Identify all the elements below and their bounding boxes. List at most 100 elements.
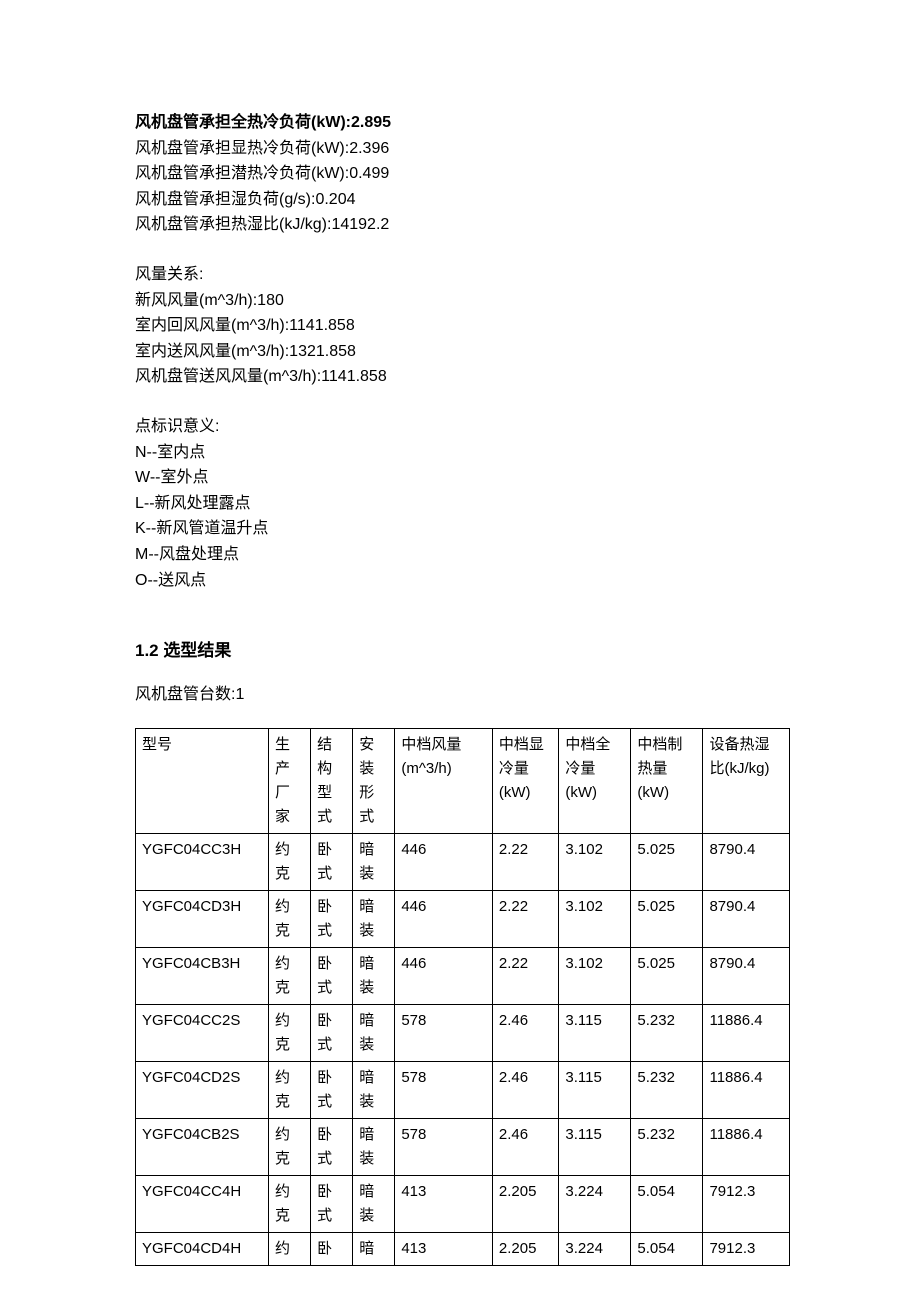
table-cell: 3.102 bbox=[559, 833, 631, 890]
table-cell: 约克 bbox=[269, 1175, 311, 1232]
table-cell: 446 bbox=[395, 890, 493, 947]
table-cell: YGFC04CB3H bbox=[136, 947, 269, 1004]
table-cell: 2.22 bbox=[492, 833, 559, 890]
table-cell: 3.115 bbox=[559, 1004, 631, 1061]
point-w: W--室外点 bbox=[135, 465, 790, 491]
table-cell: 卧式 bbox=[311, 890, 353, 947]
table-cell: 卧式 bbox=[311, 947, 353, 1004]
table-cell: 3.102 bbox=[559, 947, 631, 1004]
supply-air-volume: 室内送风风量(m^3/h):1321.858 bbox=[135, 339, 790, 365]
table-row: YGFC04CD4H约卧暗4132.2053.2245.0547912.3 bbox=[136, 1232, 790, 1265]
table-cell: 3.224 bbox=[559, 1175, 631, 1232]
table-cell: 暗装 bbox=[353, 833, 395, 890]
point-l: L--新风处理露点 bbox=[135, 491, 790, 517]
table-cell: 2.46 bbox=[492, 1118, 559, 1175]
col-install: 安装形式 bbox=[353, 728, 395, 833]
table-cell: YGFC04CC2S bbox=[136, 1004, 269, 1061]
table-cell: 约克 bbox=[269, 833, 311, 890]
table-cell: 2.46 bbox=[492, 1061, 559, 1118]
coil-count: 风机盘管台数:1 bbox=[135, 682, 790, 708]
point-o: O--送风点 bbox=[135, 568, 790, 594]
table-cell: 卧式 bbox=[311, 1118, 353, 1175]
col-heating: 中档制热量(kW) bbox=[631, 728, 703, 833]
table-cell: 约克 bbox=[269, 1118, 311, 1175]
table-cell: 5.025 bbox=[631, 833, 703, 890]
sensible-heat-load: 风机盘管承担显热冷负荷(kW):2.396 bbox=[135, 136, 790, 162]
table-cell: 卧式 bbox=[311, 1004, 353, 1061]
table-cell: 446 bbox=[395, 833, 493, 890]
table-cell: 5.025 bbox=[631, 890, 703, 947]
selection-section: 1.2 选型结果 风机盘管台数:1 bbox=[135, 637, 790, 708]
table-cell: 7912.3 bbox=[703, 1175, 790, 1232]
table-header-row: 型号 生产厂家 结构型式 安装形式 中档风量(m^3/h) 中档显冷量(kW) … bbox=[136, 728, 790, 833]
point-k: K--新风管道温升点 bbox=[135, 516, 790, 542]
table-cell: 3.224 bbox=[559, 1232, 631, 1265]
table-cell: 约克 bbox=[269, 1004, 311, 1061]
points-title: 点标识意义: bbox=[135, 414, 790, 440]
table-cell: 暗装 bbox=[353, 1118, 395, 1175]
full-heat-load: 风机盘管承担全热冷负荷(kW):2.895 bbox=[135, 110, 790, 136]
points-legend: 点标识意义: N--室内点 W--室外点 L--新风处理露点 K--新风管道温升… bbox=[135, 414, 790, 593]
table-cell: 暗 bbox=[353, 1232, 395, 1265]
table-cell: 暗装 bbox=[353, 1061, 395, 1118]
table-cell: 5.232 bbox=[631, 1118, 703, 1175]
table-cell: YGFC04CD4H bbox=[136, 1232, 269, 1265]
table-cell: 约 bbox=[269, 1232, 311, 1265]
col-sensible: 中档显冷量(kW) bbox=[492, 728, 559, 833]
table-cell: 11886.4 bbox=[703, 1061, 790, 1118]
table-cell: 8790.4 bbox=[703, 890, 790, 947]
col-airflow: 中档风量(m^3/h) bbox=[395, 728, 493, 833]
section-heading: 1.2 选型结果 bbox=[135, 637, 790, 664]
table-row: YGFC04CB3H约克卧式暗装4462.223.1025.0258790.4 bbox=[136, 947, 790, 1004]
table-cell: 578 bbox=[395, 1118, 493, 1175]
table-cell: 3.115 bbox=[559, 1118, 631, 1175]
table-cell: 446 bbox=[395, 947, 493, 1004]
table-cell: 约克 bbox=[269, 890, 311, 947]
table-row: YGFC04CD3H约克卧式暗装4462.223.1025.0258790.4 bbox=[136, 890, 790, 947]
selection-table: 型号 生产厂家 结构型式 安装形式 中档风量(m^3/h) 中档显冷量(kW) … bbox=[135, 728, 790, 1266]
table-cell: 2.22 bbox=[492, 890, 559, 947]
table-cell: 暗装 bbox=[353, 890, 395, 947]
table-cell: 11886.4 bbox=[703, 1118, 790, 1175]
table-cell: 413 bbox=[395, 1232, 493, 1265]
table-cell: 暗装 bbox=[353, 1004, 395, 1061]
table-cell: 5.232 bbox=[631, 1004, 703, 1061]
table-row: YGFC04CB2S约克卧式暗装5782.463.1155.23211886.4 bbox=[136, 1118, 790, 1175]
table-cell: YGFC04CC4H bbox=[136, 1175, 269, 1232]
col-total: 中档全冷量(kW) bbox=[559, 728, 631, 833]
table-cell: 卧 bbox=[311, 1232, 353, 1265]
return-air-volume: 室内回风风量(m^3/h):1141.858 bbox=[135, 313, 790, 339]
table-cell: 卧式 bbox=[311, 1061, 353, 1118]
table-cell: 约克 bbox=[269, 1061, 311, 1118]
moisture-load: 风机盘管承担湿负荷(g/s):0.204 bbox=[135, 187, 790, 213]
table-cell: 8790.4 bbox=[703, 833, 790, 890]
table-cell: 5.232 bbox=[631, 1061, 703, 1118]
table-cell: 卧式 bbox=[311, 833, 353, 890]
col-maker: 生产厂家 bbox=[269, 728, 311, 833]
table-cell: 暗装 bbox=[353, 947, 395, 1004]
table-cell: 8790.4 bbox=[703, 947, 790, 1004]
col-ratio: 设备热湿比(kJ/kg) bbox=[703, 728, 790, 833]
point-n: N--室内点 bbox=[135, 440, 790, 466]
table-cell: 2.205 bbox=[492, 1232, 559, 1265]
table-cell: YGFC04CC3H bbox=[136, 833, 269, 890]
table-cell: YGFC04CB2S bbox=[136, 1118, 269, 1175]
table-cell: 2.22 bbox=[492, 947, 559, 1004]
table-cell: 578 bbox=[395, 1004, 493, 1061]
table-cell: 3.102 bbox=[559, 890, 631, 947]
table-cell: 卧式 bbox=[311, 1175, 353, 1232]
table-cell: 413 bbox=[395, 1175, 493, 1232]
table-cell: 3.115 bbox=[559, 1061, 631, 1118]
table-row: YGFC04CC3H约克卧式暗装4462.223.1025.0258790.4 bbox=[136, 833, 790, 890]
fresh-air-volume: 新风风量(m^3/h):180 bbox=[135, 288, 790, 314]
table-cell: 11886.4 bbox=[703, 1004, 790, 1061]
point-m: M--风盘处理点 bbox=[135, 542, 790, 568]
airflow-title: 风量关系: bbox=[135, 262, 790, 288]
table-row: YGFC04CC4H约克卧式暗装4132.2053.2245.0547912.3 bbox=[136, 1175, 790, 1232]
airflow-section: 风量关系: 新风风量(m^3/h):180 室内回风风量(m^3/h):1141… bbox=[135, 262, 790, 390]
col-model: 型号 bbox=[136, 728, 269, 833]
table-cell: 578 bbox=[395, 1061, 493, 1118]
table-body: YGFC04CC3H约克卧式暗装4462.223.1025.0258790.4Y… bbox=[136, 833, 790, 1265]
heat-moisture-ratio: 风机盘管承担热湿比(kJ/kg):14192.2 bbox=[135, 212, 790, 238]
table-cell: YGFC04CD3H bbox=[136, 890, 269, 947]
